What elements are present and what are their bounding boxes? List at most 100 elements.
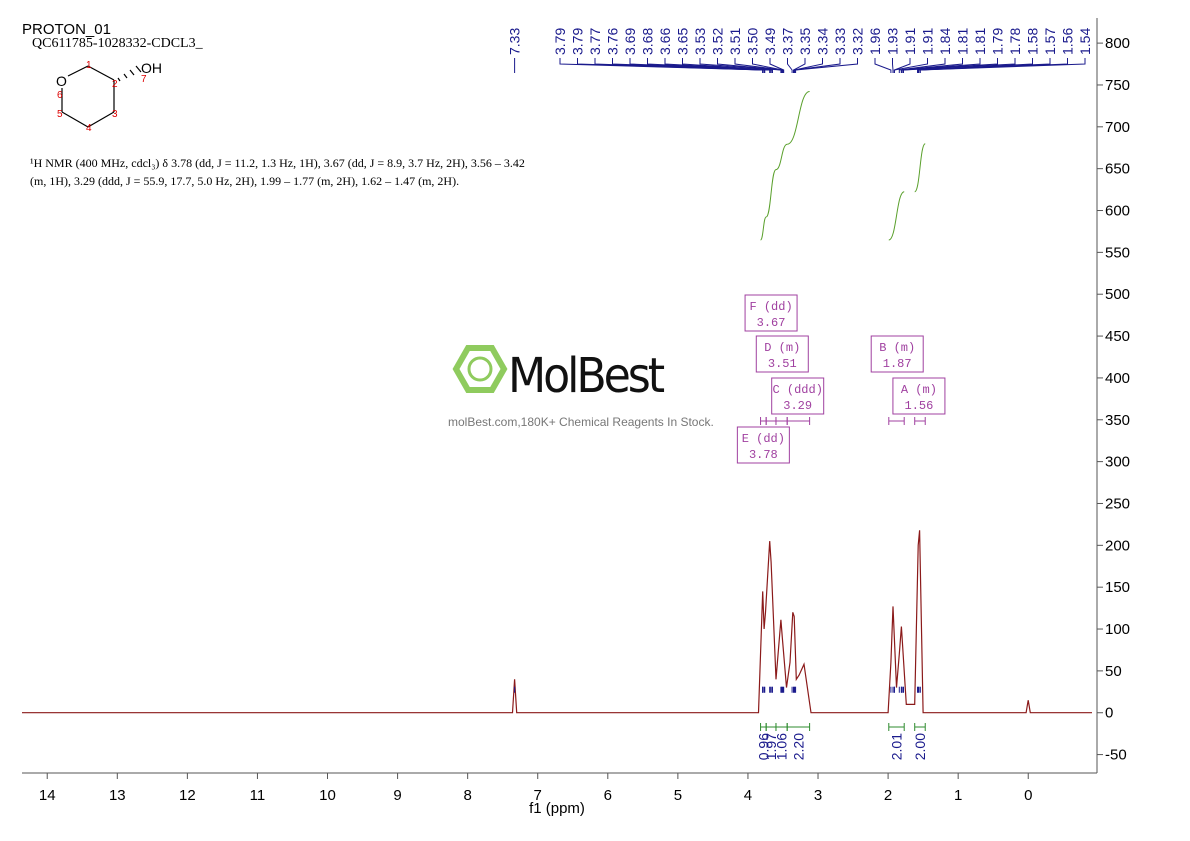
structure [61, 65, 142, 128]
integral-curve [775, 143, 788, 171]
x-tick-label: 1 [954, 787, 962, 804]
peak-connector [794, 58, 841, 73]
integral-label: 2.01 [888, 733, 904, 760]
x-tick-label: 7 [534, 787, 542, 804]
peak-connector [793, 58, 823, 73]
y-tick-label: 800 [1105, 35, 1130, 52]
peak-label: 3.77 [587, 28, 603, 55]
y-tick-label: 650 [1105, 161, 1130, 178]
bond [67, 65, 89, 77]
peak-label: 1.78 [1007, 28, 1023, 55]
atom-number: 6 [57, 90, 63, 101]
x-tick-label: 3 [814, 787, 822, 804]
peak-connector [893, 58, 928, 73]
x-tick-label: 4 [744, 787, 752, 804]
logo-ring [467, 356, 493, 382]
logo [452, 345, 508, 393]
integral-bracket [914, 723, 926, 731]
y-tick-label: -50 [1105, 747, 1127, 764]
integral-label: 1.97 [763, 733, 779, 760]
nmr-description: (m, 1H), 3.29 (ddd, J = 55.9, 17.7, 5.0 … [30, 174, 459, 188]
integral-bracket [775, 723, 788, 731]
chart-title: PROTON_01 [22, 21, 111, 38]
peak-label: 1.96 [867, 28, 883, 55]
spectrum-line [22, 530, 1092, 714]
multiplet-box [736, 426, 790, 464]
hash [123, 73, 128, 79]
multiplet-shift: 3.67 [757, 316, 786, 330]
multiplet-shift: 3.78 [749, 448, 778, 462]
hash [129, 69, 135, 76]
peak-connector [664, 58, 773, 73]
y-tick-label: 750 [1105, 77, 1130, 94]
peak-connector [795, 58, 858, 73]
atom-number: 1 [86, 60, 92, 71]
multiplet-range [786, 417, 811, 425]
integral-curve [914, 143, 926, 193]
peak-label: 3.52 [710, 28, 726, 55]
peak-label: 3.51 [727, 28, 743, 55]
bond [87, 111, 115, 128]
multiplet: C (ddd) 3.29 [771, 377, 825, 415]
x-tick-label: 6 [604, 787, 612, 804]
peak-label: 1.91 [902, 28, 918, 55]
peak-label: 1.81 [972, 28, 988, 55]
y-tick-label: 0 [1105, 705, 1113, 722]
y-tick-label: 400 [1105, 370, 1130, 387]
y-tick-label: 300 [1105, 454, 1130, 471]
x-tick-label: 9 [393, 787, 401, 804]
integral-label: 0.96 [755, 733, 771, 760]
y-tick-label: 150 [1105, 579, 1130, 596]
atom-label: O [56, 73, 67, 89]
watermark-text: molBest.com,180K+ Chemical Reagents In S… [448, 415, 714, 429]
multiplet-range [765, 417, 777, 425]
peak-label: 3.69 [622, 28, 638, 55]
peak-connector [682, 58, 773, 73]
y-tick-label: 550 [1105, 244, 1130, 261]
multiplet-name: A (m) [901, 383, 937, 397]
integral-curve [786, 90, 810, 145]
peak-label: 1.58 [1025, 28, 1041, 55]
multiplet: E (dd) 3.78 [736, 426, 790, 464]
bond [61, 111, 89, 128]
y-tick-label: 100 [1105, 621, 1130, 638]
y-tick-label: 350 [1105, 412, 1130, 429]
multiplet-range [760, 417, 767, 425]
y-tick-label: 500 [1105, 286, 1130, 303]
atom-number: 2 [112, 79, 118, 90]
peak-label: 3.66 [657, 28, 673, 55]
peak-label: 3.79 [570, 28, 586, 55]
peak-label: 3.79 [552, 28, 568, 55]
peak-connector [874, 58, 892, 73]
peak-label: 1.93 [885, 28, 901, 55]
integral-bracket [760, 723, 767, 731]
multiplet-box [744, 294, 798, 332]
atom-numbers: 1 2 3 4 5 6 7 [57, 60, 147, 134]
x-tick-label: 13 [109, 787, 126, 804]
peak-label: 3.33 [832, 28, 848, 55]
peak-connector [900, 58, 981, 73]
peak-connector [898, 58, 946, 73]
integral-label: 2.00 [912, 733, 928, 760]
x-tick-label: 14 [39, 787, 56, 804]
integral-curve [888, 191, 905, 241]
y-tick-label: 250 [1105, 495, 1130, 512]
peak-label: 3.65 [675, 28, 691, 55]
peak-label: 3.76 [605, 28, 621, 55]
peak-label: 3.68 [640, 28, 656, 55]
bond [87, 65, 115, 81]
multiplet-box [870, 335, 924, 373]
peak-connector [647, 58, 771, 73]
y-tick-label: 450 [1105, 328, 1130, 345]
x-tick-label: 5 [674, 787, 682, 804]
multiplet: A (m) 1.56 [892, 377, 946, 415]
multiplet-name: E (dd) [742, 432, 785, 446]
integral-curve [760, 216, 767, 241]
multiplet-box [755, 335, 809, 373]
x-axis-label: f1 (ppm) [529, 800, 585, 817]
peak-connector [734, 58, 783, 73]
multiplet-shift: 3.29 [783, 399, 812, 413]
peak-connector [787, 58, 793, 73]
x-tick-label: 0 [1024, 787, 1032, 804]
